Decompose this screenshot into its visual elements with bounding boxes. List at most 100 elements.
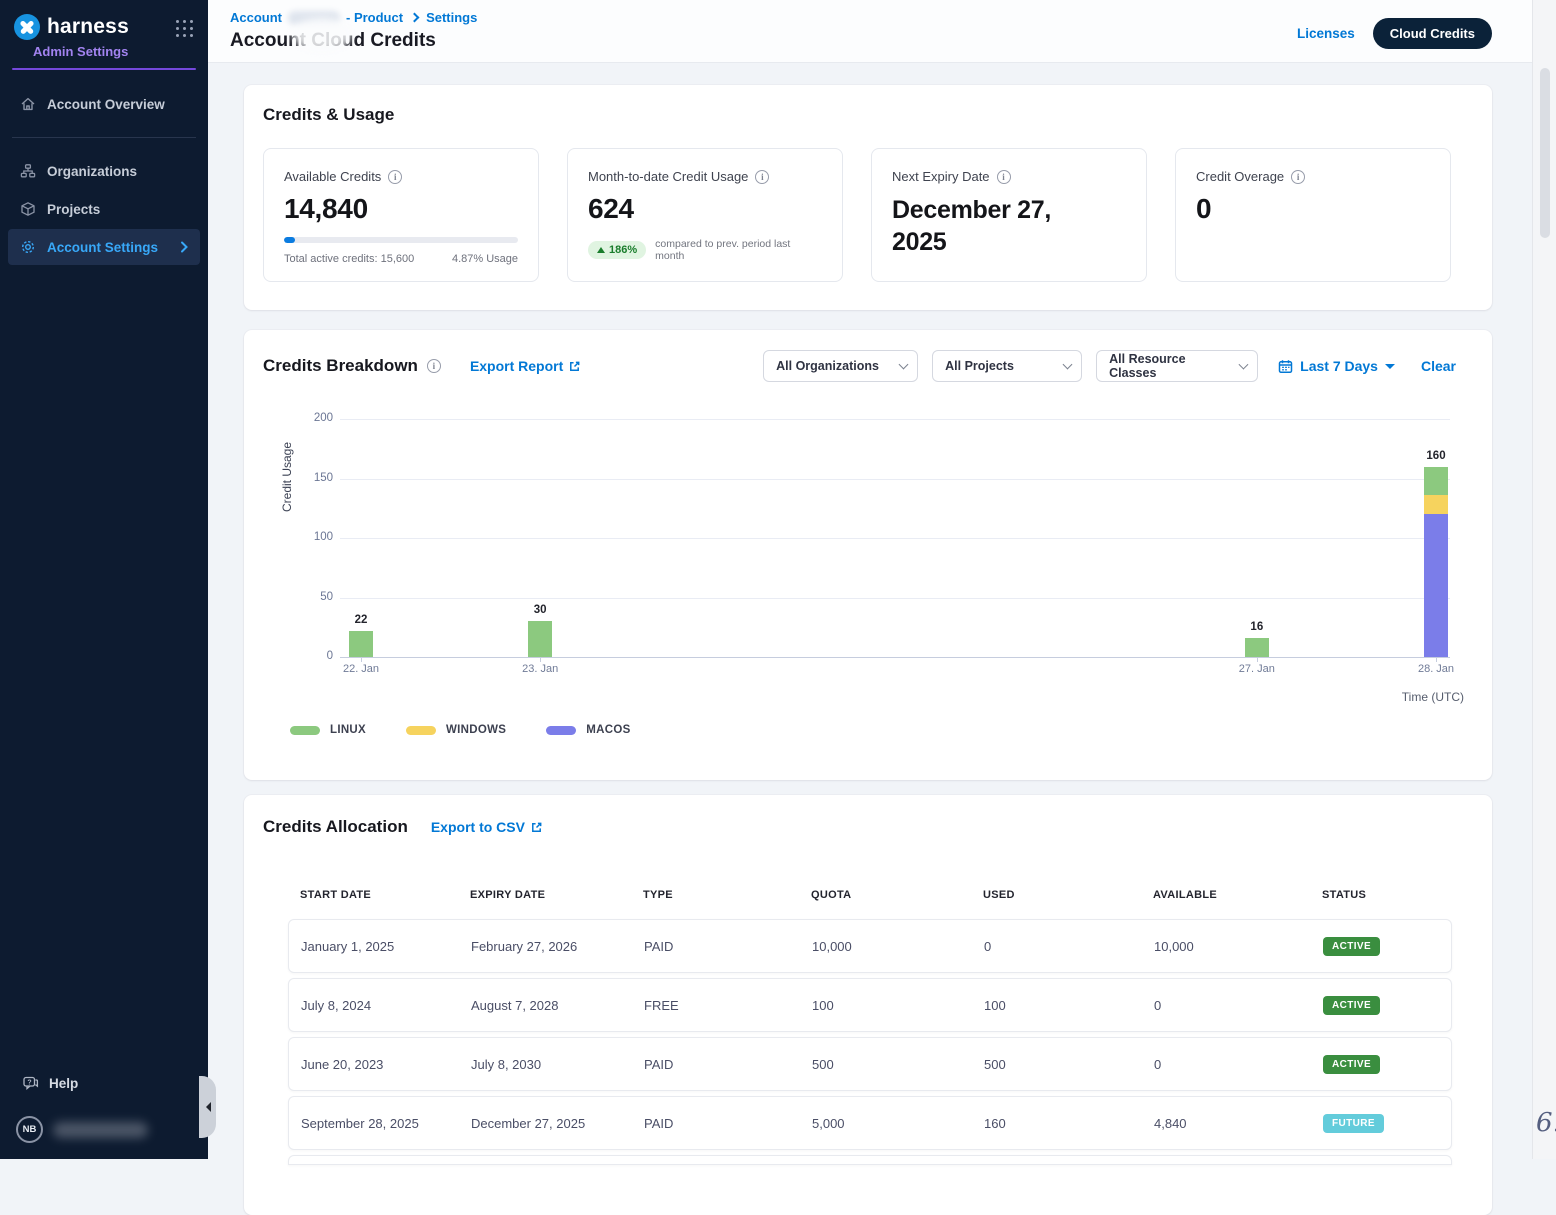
sidebar-item-projects[interactable]: Projects — [8, 191, 200, 227]
page-title: Account Cloud Credits — [230, 30, 436, 52]
legend-item-macos[interactable]: MACOS — [546, 724, 630, 736]
chart-gridline — [340, 657, 1450, 658]
breadcrumb-settings[interactable]: Settings — [426, 10, 477, 25]
breadcrumb-separator-icon — [410, 13, 420, 23]
stat-label: Credit Overage — [1196, 169, 1284, 184]
cell-used: 100 — [984, 998, 1154, 1013]
user-row[interactable]: NB — [0, 1102, 208, 1159]
export-csv-link[interactable]: Export to CSV — [431, 819, 543, 835]
collapse-arrow-icon — [201, 1102, 211, 1112]
legend-item-linux[interactable]: LINUX — [290, 724, 366, 736]
cell-available: 4,840 — [1154, 1116, 1323, 1131]
sidebar-divider — [12, 137, 196, 138]
legend-label: WINDOWS — [446, 724, 506, 736]
legend-item-windows[interactable]: WINDOWS — [406, 724, 506, 736]
cell-available: 10,000 — [1154, 939, 1323, 954]
info-icon[interactable]: i — [388, 170, 402, 184]
bar-value-label: 22 — [339, 614, 383, 626]
admin-settings-label: Admin Settings — [33, 44, 208, 59]
legend-swatch-icon — [290, 726, 320, 735]
user-name-redacted — [53, 1122, 148, 1138]
avatar[interactable]: NB — [16, 1116, 43, 1143]
gear-icon — [20, 239, 36, 255]
credit-usage-chart-plot — [340, 419, 1450, 657]
cell-quota: 10,000 — [812, 939, 984, 954]
licenses-link[interactable]: Licenses — [1297, 26, 1355, 41]
column-header: EXPIRY DATE — [470, 889, 643, 901]
table-row[interactable]: January 1, 2025February 27, 2026PAID10,0… — [288, 919, 1452, 973]
trend-up-icon — [597, 247, 605, 253]
legend-swatch-icon — [406, 726, 436, 735]
chart-gridline — [340, 479, 1450, 480]
mtd-usage-value: 624 — [588, 193, 822, 225]
bar-windows-28Jan[interactable] — [1424, 495, 1448, 514]
sidebar-bottom: ? Help NB — [0, 1065, 208, 1159]
column-header: TYPE — [643, 889, 811, 901]
column-header: USED — [983, 889, 1153, 901]
bar-linux-27Jan[interactable] — [1245, 638, 1269, 657]
trend-note: compared to prev. period last month — [655, 238, 822, 262]
brand-row: harness — [0, 0, 208, 40]
bar-macos-28Jan[interactable] — [1424, 514, 1448, 657]
help-chat-icon: ? — [22, 1075, 39, 1092]
credits-progress-fill — [284, 237, 295, 243]
chart-x-tick-label: 22. Jan — [326, 663, 396, 675]
chart-y-tick-label: 0 — [289, 650, 333, 662]
allocation-table: START DATEEXPIRY DATETYPEQUOTAUSEDAVAILA… — [288, 883, 1452, 1165]
chart-x-tick-mark — [540, 657, 541, 662]
chart-y-tick-label: 150 — [289, 472, 333, 484]
sidebar-item-account-settings[interactable]: Account Settings — [8, 229, 200, 265]
credits-usage-panel: Credits & Usage Available Credits i 14,8… — [244, 85, 1492, 310]
sidebar-collapse-handle[interactable] — [199, 1076, 216, 1138]
help-button[interactable]: ? Help — [0, 1065, 208, 1102]
table-row-partial — [288, 1155, 1452, 1165]
cell-type: PAID — [644, 1116, 812, 1131]
allocation-title: Credits Allocation — [263, 817, 408, 837]
bar-linux-23Jan[interactable] — [528, 621, 552, 657]
table-row[interactable]: July 8, 2024August 7, 2028FREE1001000ACT… — [288, 978, 1452, 1032]
sidebar-item-label: Organizations — [47, 164, 137, 179]
chart-x-tick-mark — [1436, 657, 1437, 662]
chart-x-tick-label: 27. Jan — [1222, 663, 1292, 675]
harness-logo-icon — [14, 14, 40, 40]
chart-x-tick-mark — [361, 657, 362, 662]
table-header-row: START DATEEXPIRY DATETYPEQUOTAUSEDAVAILA… — [288, 883, 1452, 907]
credits-usage-title: Credits & Usage — [263, 105, 1472, 125]
org-chart-icon — [20, 163, 36, 179]
status-badge: ACTIVE — [1323, 937, 1380, 956]
available-credits-card: Available Credits i 14,840 Total active … — [263, 148, 539, 282]
chart-x-tick-mark — [1257, 657, 1258, 662]
breadcrumb-product[interactable]: - Product — [346, 10, 403, 25]
sidebar-item-label: Projects — [47, 202, 100, 217]
home-icon — [20, 96, 36, 112]
bar-linux-22Jan[interactable] — [349, 631, 373, 657]
bar-linux-28Jan[interactable] — [1424, 467, 1448, 496]
page-scrollbar[interactable] — [1532, 0, 1556, 1159]
header-actions: Licenses Cloud Credits — [1297, 18, 1492, 49]
status-badge: FUTURE — [1323, 1114, 1384, 1133]
cell-type: PAID — [644, 939, 812, 954]
sidebar-item-label: Account Overview — [47, 97, 165, 112]
scrollbar-thumb[interactable] — [1540, 68, 1550, 238]
table-row[interactable]: June 20, 2023July 8, 2030PAID5005000ACTI… — [288, 1037, 1452, 1091]
info-icon[interactable]: i — [997, 170, 1011, 184]
chart-y-tick-label: 50 — [289, 591, 333, 603]
bar-value-label: 30 — [518, 604, 562, 616]
info-icon[interactable]: i — [755, 170, 769, 184]
chart-legend: LINUX WINDOWS MACOS — [290, 724, 631, 736]
sidebar-item-organizations[interactable]: Organizations — [8, 153, 200, 189]
help-label: Help — [49, 1076, 78, 1091]
sidebar-item-account-overview[interactable]: Account Overview — [8, 86, 200, 122]
app-grid-icon[interactable] — [176, 20, 194, 38]
cloud-credits-button[interactable]: Cloud Credits — [1373, 18, 1492, 49]
stat-cards-row: Available Credits i 14,840 Total active … — [263, 148, 1472, 282]
table-row[interactable]: September 28, 2025December 27, 2025PAID5… — [288, 1096, 1452, 1150]
next-expiry-card: Next Expiry Date i December 27, 2025 — [871, 148, 1147, 282]
credits-progress-bar — [284, 237, 518, 243]
usage-percent: 4.87% Usage — [452, 253, 518, 265]
breadcrumb-account[interactable]: Account — [230, 10, 282, 25]
info-icon[interactable]: i — [1291, 170, 1305, 184]
cell-type: FREE — [644, 998, 812, 1013]
total-active-credits: Total active credits: 15,600 — [284, 253, 414, 265]
allocation-header: Credits Allocation Export to CSV — [263, 817, 1452, 837]
